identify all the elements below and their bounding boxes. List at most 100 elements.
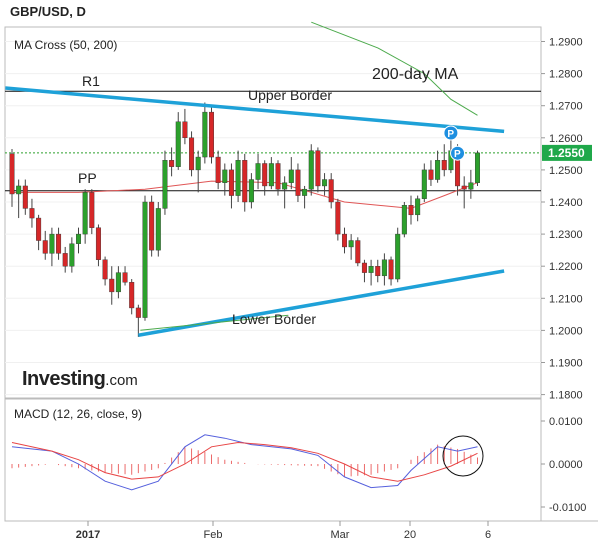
candle-body (302, 188, 308, 196)
lower-border-line (138, 269, 505, 337)
candle-body (215, 156, 221, 183)
macd-panel-label: MACD (12, 26, close, 9) (14, 407, 143, 421)
candle-body (195, 156, 201, 171)
price-tick-label: 1.2800 (549, 69, 583, 81)
x-tick-label: 2017 (76, 529, 100, 541)
candle-body (149, 201, 155, 251)
price-tick-label: 1.2900 (549, 37, 583, 49)
candle-body (421, 169, 427, 199)
current-price-badge (542, 144, 592, 161)
pivot-marker-label: P (454, 149, 461, 160)
brand-name: Investing (22, 368, 106, 390)
price-tick-label: 1.2700 (549, 101, 583, 113)
candle-body (388, 259, 394, 280)
candle-body (82, 192, 88, 235)
candle-body (228, 169, 234, 196)
candle-body (69, 243, 75, 267)
candle-body (189, 137, 195, 171)
candle-body (308, 150, 314, 190)
candle-body (56, 233, 62, 254)
candle-body (295, 169, 301, 196)
candle-body (475, 152, 481, 183)
candle-body (155, 208, 161, 251)
candle-body (135, 307, 141, 318)
candle-body (342, 233, 348, 248)
candle-body (408, 205, 414, 216)
candle-body (122, 272, 128, 283)
candle-body (235, 160, 241, 196)
brand-suffix: .com (105, 372, 138, 389)
candle-body (36, 217, 42, 241)
candle-body (461, 185, 467, 190)
price-tick-label: 1.2300 (549, 229, 583, 241)
candle-body (169, 160, 175, 167)
candle-body (115, 272, 121, 293)
macd-line (11, 434, 478, 491)
investing-logo: Investing.com (22, 368, 138, 391)
x-tick-label: Feb (204, 529, 223, 541)
candle-body (328, 179, 334, 203)
macd-tick-label: -0.0100 (549, 502, 586, 514)
x-tick-label: 20 (404, 529, 416, 541)
candle-body (268, 163, 274, 187)
candle-body (242, 160, 248, 203)
candle-body (16, 185, 22, 195)
candle-body (335, 201, 341, 235)
macd-crossover-circle (442, 435, 484, 477)
ma200-label: 200-day MA (372, 66, 459, 83)
macd-tick-label: 0.0100 (549, 416, 583, 428)
candle-body (282, 182, 288, 190)
candle-body (102, 259, 108, 280)
candle-body (109, 278, 115, 293)
price-tick-label: 1.2400 (549, 197, 583, 209)
candle-body (262, 163, 268, 187)
pivot-marker-icon (443, 125, 459, 141)
candle-body (275, 163, 281, 190)
candle-body (248, 179, 254, 203)
candle-body (162, 160, 168, 209)
candle-body (49, 233, 55, 254)
upper-border-line (5, 86, 505, 134)
candle-body (9, 153, 15, 195)
candle-body (315, 150, 321, 187)
candle-body (381, 259, 387, 277)
candle-body (322, 179, 328, 187)
candle-body (29, 208, 35, 219)
candle-body (368, 266, 374, 273)
candle-body (62, 253, 68, 267)
lower-border-guide-line (140, 314, 289, 331)
price-tick-label: 1.2600 (549, 133, 583, 145)
candle-body (89, 192, 95, 228)
current-price-label: 1.2550 (548, 146, 585, 160)
candle-body (222, 169, 228, 183)
x-tick-label: 6 (485, 529, 491, 541)
candle-body (175, 121, 181, 167)
candle-body (468, 182, 474, 190)
candle-body (441, 160, 447, 171)
candle-body (129, 282, 135, 309)
ma200-line (311, 21, 478, 116)
price-panel-label: MA Cross (50, 200) (14, 38, 118, 52)
candle-body (182, 121, 188, 138)
candle-body (255, 163, 261, 180)
candle-body (142, 201, 148, 318)
price-tick-label: 1.2200 (549, 261, 583, 273)
candle-body (355, 240, 361, 264)
candle-body (415, 198, 421, 216)
price-tick-label: 1.2100 (549, 293, 583, 305)
candle-body (288, 169, 294, 183)
pivot-marker-icon (450, 145, 466, 161)
price-tick-label: 1.1800 (549, 390, 583, 402)
macd-tick-label: 0.0000 (549, 459, 583, 471)
price-tick-label: 1.1900 (549, 358, 583, 370)
pivot-marker-label: P (447, 129, 454, 140)
candle-body (42, 240, 48, 254)
candle-body (435, 160, 441, 180)
price-tick-label: 1.2000 (549, 325, 583, 337)
chart-title: GBP/USD, D (10, 4, 86, 19)
candle-body (401, 205, 407, 235)
x-tick-label: Mar (331, 529, 350, 541)
candle-body (361, 262, 367, 273)
upper-border-label: Upper Border (248, 87, 333, 103)
